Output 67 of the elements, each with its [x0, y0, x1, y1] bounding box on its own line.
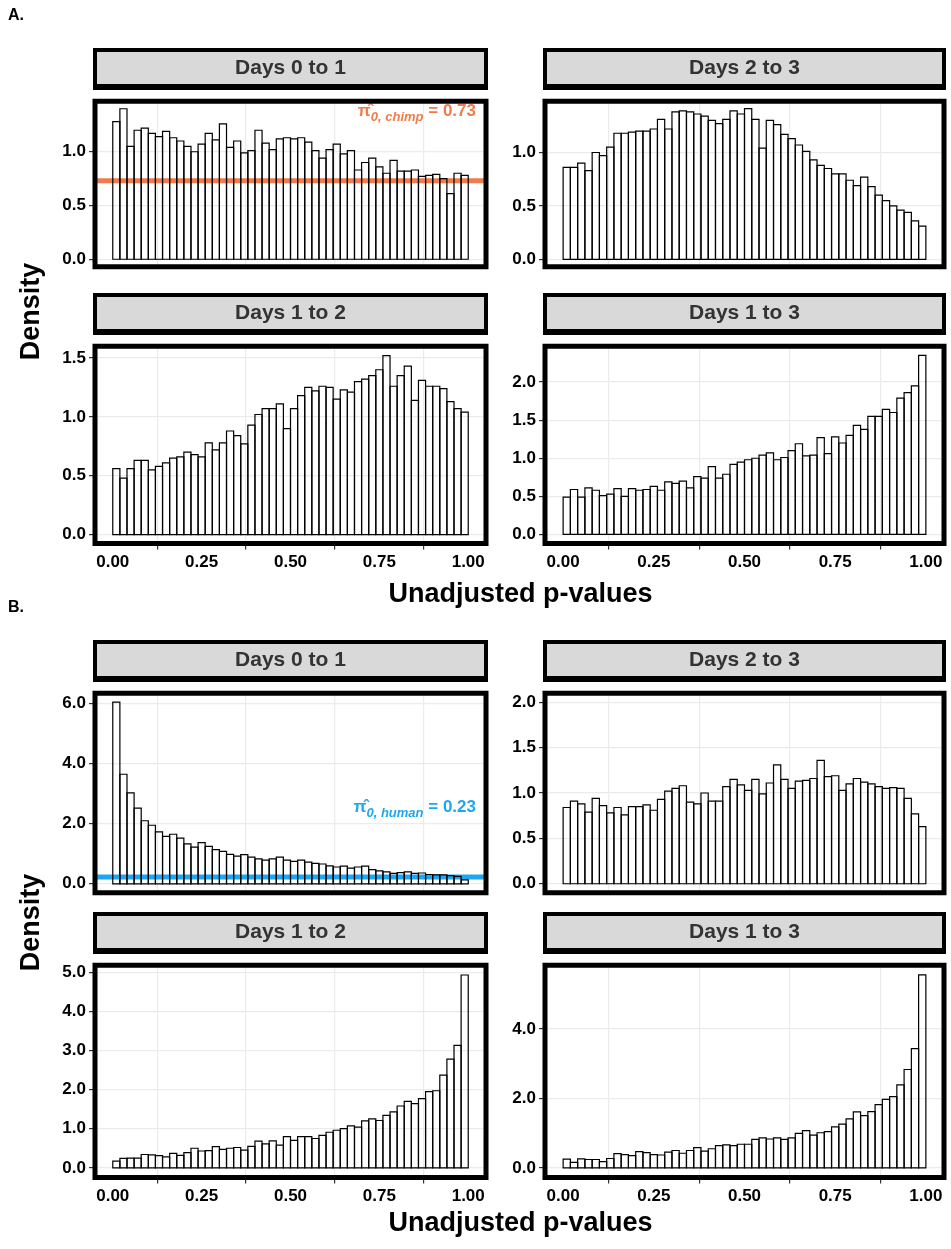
x-tick-label: 0.25 — [637, 552, 671, 572]
x-tick-label: 0.75 — [362, 552, 396, 572]
text: B. — [8, 598, 24, 616]
y-tick-label: 0.0 — [512, 873, 536, 893]
y-tick-label: 0.0 — [62, 248, 86, 268]
text: A. — [8, 6, 24, 24]
y-tick-label: 0.0 — [62, 1157, 86, 1177]
y-tick-label: 0.5 — [512, 828, 536, 848]
y-tick-label: 2.0 — [512, 691, 536, 711]
x-tick-label: 0.25 — [185, 552, 219, 572]
y-tick-label: 4.0 — [512, 1018, 536, 1038]
x-tick-label: 0.25 — [185, 1186, 219, 1206]
y-tick-label: 3.0 — [62, 1040, 86, 1060]
y-tick-label: 1.0 — [62, 141, 86, 161]
chart-title: Days 1 to 2 — [93, 912, 488, 954]
y-tick-label: 4.0 — [62, 753, 86, 773]
chart-title: Days 2 to 3 — [543, 48, 946, 90]
y-tick-label: 2.0 — [62, 813, 86, 833]
y-tick-label: 1.0 — [512, 142, 536, 162]
x-tick-label: 0.00 — [96, 552, 130, 572]
y-tick-label: 1.0 — [512, 447, 536, 467]
y-tick-label: 0.0 — [62, 873, 86, 893]
y-tick-label: 6.0 — [62, 693, 86, 713]
y-tick-label: 1.0 — [512, 782, 536, 802]
x-tick-label: 0.75 — [818, 1186, 852, 1206]
y-tick-label: 0.0 — [62, 524, 86, 544]
y-tick-label: 0.5 — [512, 486, 536, 506]
x-axis-title: Unadjusted p-values — [387, 578, 654, 609]
x-tick-label: 1.00 — [909, 552, 943, 572]
x-tick-label: 1.00 — [451, 552, 485, 572]
x-tick-label: 0.50 — [273, 1186, 308, 1206]
y-tick-label: 2.0 — [512, 1088, 536, 1108]
y-tick-label: 2.0 — [512, 371, 536, 391]
chart-title: Days 2 to 3 — [543, 640, 946, 682]
x-tick-label: 0.75 — [362, 1186, 396, 1206]
chart-title: Days 1 to 3 — [543, 912, 946, 954]
x-tick-label: 1.00 — [451, 1186, 485, 1206]
x-tick-label: 0.00 — [546, 1186, 580, 1206]
chart-title: Days 1 to 2 — [93, 293, 488, 335]
y-tick-label: 5.0 — [62, 961, 86, 981]
y-tick-label: 1.5 — [512, 737, 536, 757]
chart-title: Days 1 to 3 — [543, 293, 946, 335]
chart-title: Days 0 to 1 — [93, 640, 488, 682]
y-tick-label: 1.0 — [62, 406, 86, 426]
y-tick-label: 0.5 — [62, 195, 86, 215]
x-tick-label: 0.50 — [727, 552, 762, 572]
x-tick-label: 1.00 — [909, 1186, 943, 1206]
y-axis-title: Density — [14, 872, 46, 973]
y-tick-label: 0.5 — [512, 195, 536, 215]
x-tick-label: 0.50 — [273, 552, 308, 572]
y-tick-label: 1.0 — [62, 1118, 86, 1138]
x-tick-label: 0.00 — [546, 552, 580, 572]
y-tick-label: 0.0 — [512, 1157, 536, 1177]
y-tick-label: 0.0 — [512, 524, 536, 544]
y-tick-label: 1.5 — [512, 409, 536, 429]
x-tick-label: 0.50 — [727, 1186, 762, 1206]
chart-title: Days 0 to 1 — [93, 48, 488, 90]
y-tick-label: 1.5 — [62, 347, 86, 367]
x-tick-label: 0.00 — [96, 1186, 130, 1206]
y-tick-label: 4.0 — [62, 1001, 86, 1021]
x-tick-label: 0.25 — [637, 1186, 671, 1206]
y-axis-title: Density — [14, 261, 46, 362]
y-tick-label: 0.5 — [62, 465, 86, 485]
y-tick-label: 2.0 — [62, 1079, 86, 1099]
x-tick-label: 0.75 — [818, 552, 852, 572]
x-axis-title: Unadjusted p-values — [387, 1207, 654, 1238]
y-tick-label: 0.0 — [512, 249, 536, 269]
